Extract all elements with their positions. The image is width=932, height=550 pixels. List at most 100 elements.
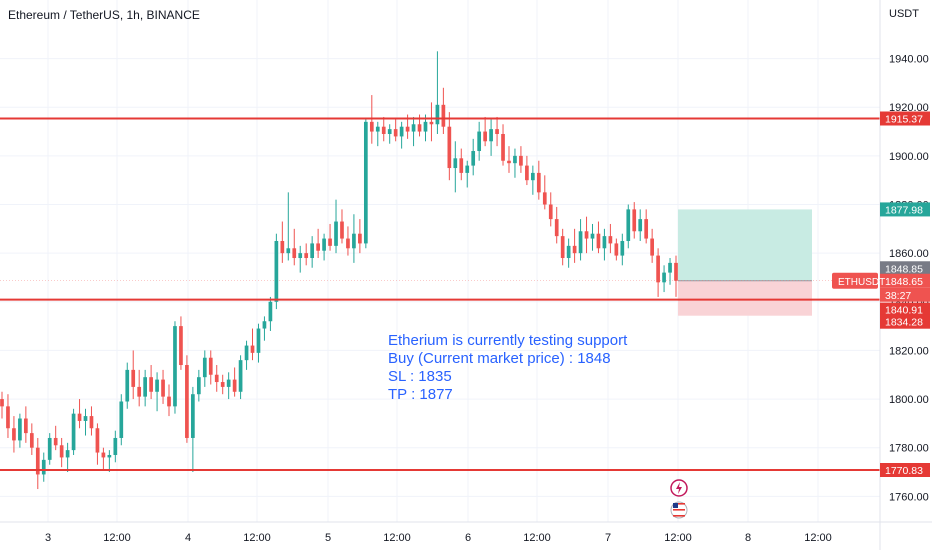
candle-body[interactable] bbox=[35, 447, 40, 475]
candle-body[interactable] bbox=[334, 221, 338, 246]
candle-body[interactable] bbox=[405, 126, 410, 132]
candle-body[interactable] bbox=[662, 272, 666, 283]
candle-body[interactable] bbox=[429, 121, 434, 125]
candle-body[interactable] bbox=[77, 413, 82, 421]
candle-body[interactable] bbox=[375, 126, 380, 132]
candle-body[interactable] bbox=[435, 104, 440, 125]
candle-body[interactable] bbox=[363, 121, 368, 244]
candle-body[interactable] bbox=[447, 126, 452, 169]
candle-body[interactable] bbox=[59, 445, 64, 458]
candle-body[interactable] bbox=[620, 240, 625, 256]
candle-body[interactable] bbox=[155, 379, 159, 392]
candle-body[interactable] bbox=[566, 245, 571, 259]
candle-body[interactable] bbox=[626, 209, 631, 241]
candle-body[interactable] bbox=[202, 357, 207, 378]
candle-body[interactable] bbox=[208, 357, 213, 375]
candle-body[interactable] bbox=[614, 243, 619, 256]
candle-body[interactable] bbox=[644, 219, 649, 239]
candle-body[interactable] bbox=[411, 124, 416, 132]
candle-body[interactable] bbox=[316, 243, 320, 251]
candle-body[interactable] bbox=[495, 129, 499, 134]
candle-body[interactable] bbox=[41, 459, 46, 475]
candle-body[interactable] bbox=[220, 382, 225, 387]
candle-body[interactable] bbox=[381, 126, 386, 134]
candle-body[interactable] bbox=[310, 243, 315, 259]
candle-body[interactable] bbox=[12, 428, 16, 441]
candle-body[interactable] bbox=[513, 155, 517, 164]
candle-body[interactable] bbox=[590, 233, 595, 239]
candle-body[interactable] bbox=[113, 437, 118, 455]
candle-body[interactable] bbox=[519, 155, 523, 166]
candle-body[interactable] bbox=[47, 437, 52, 460]
candle-body[interactable] bbox=[18, 418, 22, 441]
candle-body[interactable] bbox=[441, 104, 446, 127]
candle-body[interactable] bbox=[131, 369, 136, 387]
candle-body[interactable] bbox=[298, 253, 303, 259]
candle-body[interactable] bbox=[286, 248, 291, 254]
candle-body[interactable] bbox=[417, 124, 422, 132]
candle-body[interactable] bbox=[119, 401, 124, 438]
candle-body[interactable] bbox=[656, 255, 660, 283]
candle-body[interactable] bbox=[214, 374, 219, 383]
candle-body[interactable] bbox=[244, 345, 249, 361]
candle-body[interactable] bbox=[24, 418, 28, 434]
candle-body[interactable] bbox=[304, 253, 309, 259]
candle-body[interactable] bbox=[465, 165, 470, 173]
candle-body[interactable] bbox=[149, 377, 153, 392]
candle-body[interactable] bbox=[83, 416, 88, 421]
candle-body[interactable] bbox=[471, 151, 476, 166]
candle-body[interactable] bbox=[650, 238, 654, 256]
candle-body[interactable] bbox=[95, 428, 100, 453]
candle-body[interactable] bbox=[185, 365, 189, 438]
candle-body[interactable] bbox=[238, 360, 243, 392]
candle-body[interactable] bbox=[483, 131, 487, 142]
candle-body[interactable] bbox=[548, 204, 553, 220]
candle-body[interactable] bbox=[226, 379, 231, 387]
candle-body[interactable] bbox=[71, 413, 76, 451]
candle-body[interactable] bbox=[554, 219, 559, 237]
candle-body[interactable] bbox=[167, 396, 171, 407]
candle-body[interactable] bbox=[423, 121, 428, 132]
candle-body[interactable] bbox=[459, 158, 464, 173]
candle-body[interactable] bbox=[560, 236, 565, 259]
candle-body[interactable] bbox=[525, 165, 529, 181]
candle-body[interactable] bbox=[602, 236, 607, 249]
candle-body[interactable] bbox=[328, 238, 332, 246]
candle-body[interactable] bbox=[489, 129, 493, 142]
candle-body[interactable] bbox=[453, 158, 458, 169]
candle-body[interactable] bbox=[674, 262, 678, 281]
candle-body[interactable] bbox=[191, 394, 195, 438]
candle-body[interactable] bbox=[196, 377, 201, 395]
candle-body[interactable] bbox=[572, 245, 577, 254]
candle-body[interactable] bbox=[232, 379, 237, 392]
candle-body[interactable] bbox=[274, 240, 279, 302]
candle-body[interactable] bbox=[477, 131, 482, 152]
candle-body[interactable] bbox=[137, 386, 142, 397]
candle-body[interactable] bbox=[179, 326, 183, 366]
candle-body[interactable] bbox=[638, 219, 643, 232]
candle-body[interactable] bbox=[143, 377, 147, 397]
candle-body[interactable] bbox=[107, 454, 112, 458]
candle-body[interactable] bbox=[322, 238, 326, 251]
candle-body[interactable] bbox=[256, 328, 261, 353]
candle-body[interactable] bbox=[608, 236, 613, 244]
candle-body[interactable] bbox=[542, 192, 547, 205]
candle-body[interactable] bbox=[584, 231, 589, 239]
candle-body[interactable] bbox=[578, 231, 583, 254]
candle-body[interactable] bbox=[125, 369, 130, 402]
candle-body[interactable] bbox=[358, 233, 362, 244]
candle-body[interactable] bbox=[292, 248, 297, 259]
candle-body[interactable] bbox=[531, 172, 535, 181]
candle-body[interactable] bbox=[161, 379, 165, 397]
candle-body[interactable] bbox=[596, 233, 601, 249]
candle-body[interactable] bbox=[369, 121, 374, 132]
candle-body[interactable] bbox=[6, 406, 10, 429]
candle-body[interactable] bbox=[352, 233, 356, 249]
candle-body[interactable] bbox=[632, 209, 637, 232]
candle-body[interactable] bbox=[0, 399, 4, 407]
candle-body[interactable] bbox=[280, 240, 285, 254]
candle-body[interactable] bbox=[250, 345, 255, 353]
candle-body[interactable] bbox=[340, 221, 344, 239]
candle-body[interactable] bbox=[668, 262, 672, 273]
